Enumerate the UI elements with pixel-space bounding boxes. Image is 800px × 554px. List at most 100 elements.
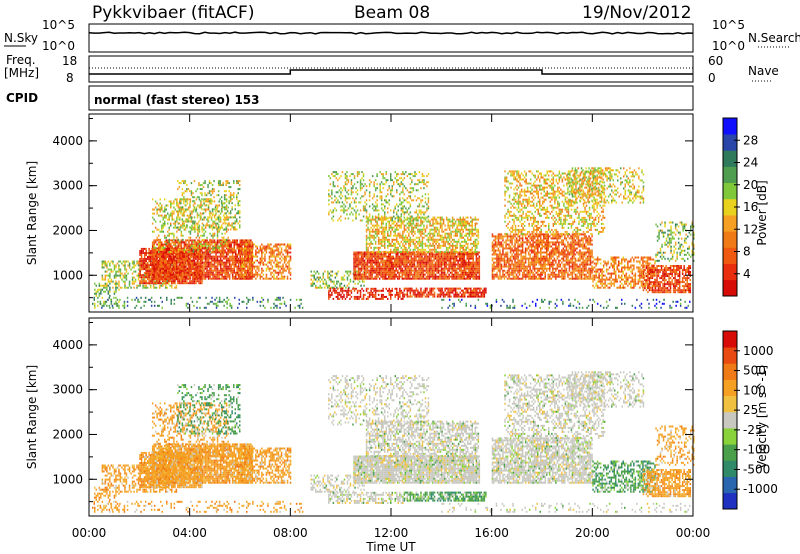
power-cell	[156, 210, 158, 213]
power-cell	[385, 271, 387, 274]
power-cell	[140, 282, 143, 285]
nsky-tick-bottom-left: 10^0	[42, 39, 75, 53]
power-cell	[186, 280, 188, 283]
power-cell	[221, 236, 223, 239]
power-cell	[368, 277, 370, 280]
power-cell	[162, 259, 164, 262]
power-cell	[365, 263, 367, 266]
power-cell	[401, 261, 404, 264]
power-cell	[213, 200, 216, 203]
power-cell	[400, 297, 403, 300]
power-cell	[361, 297, 363, 300]
power-cell	[159, 268, 161, 271]
power-cell	[252, 298, 254, 301]
power-cell	[189, 198, 192, 201]
power-cell	[206, 275, 208, 278]
power-cell	[404, 277, 407, 280]
power-cell	[228, 224, 230, 227]
power-cell	[167, 204, 169, 207]
power-cell	[115, 266, 117, 269]
power-cell	[219, 240, 222, 243]
power-cell	[149, 284, 152, 287]
power-cell	[245, 259, 247, 262]
power-cell	[125, 286, 128, 289]
power-cell	[204, 265, 207, 268]
power-cell	[221, 263, 223, 266]
power-cell	[371, 271, 373, 274]
power-cell	[208, 198, 211, 201]
power-cell	[124, 286, 126, 289]
power-cell	[249, 298, 251, 301]
power-cell	[327, 286, 329, 289]
power-cell	[188, 257, 190, 260]
power-cell	[183, 280, 185, 283]
power-cell	[173, 263, 175, 266]
power-cell	[433, 291, 436, 294]
power-cell	[362, 295, 365, 298]
power-cell	[236, 239, 238, 242]
power-cell	[439, 257, 441, 260]
power-cell	[255, 273, 257, 276]
power-cell	[418, 273, 420, 276]
power-cell	[270, 255, 272, 258]
power-cell	[186, 269, 189, 272]
power-cell	[144, 300, 147, 303]
power-cell	[418, 253, 420, 256]
power-cell	[418, 291, 421, 294]
power-cell	[447, 293, 449, 296]
power-cell	[380, 253, 382, 256]
power-cell	[259, 263, 262, 266]
power-cell	[118, 304, 120, 307]
power-cell	[103, 262, 105, 265]
power-cell	[200, 265, 202, 268]
power-cell	[449, 265, 452, 268]
power-cell	[223, 194, 226, 197]
power-cell	[189, 246, 192, 249]
power-cell	[452, 269, 455, 272]
power-cell	[221, 261, 223, 264]
power-cell	[236, 265, 238, 268]
power-cell	[195, 269, 198, 272]
power-cell	[440, 269, 443, 272]
power-cell	[279, 257, 281, 260]
power-cell	[214, 298, 216, 301]
power-cell	[247, 267, 249, 270]
power-cell	[237, 222, 239, 225]
power-cell	[371, 295, 374, 298]
power-cell	[421, 257, 423, 260]
power-cell	[457, 267, 459, 270]
power-cell	[151, 273, 154, 276]
power-cell	[409, 293, 412, 296]
power-cell	[153, 253, 155, 256]
power-cell	[205, 204, 208, 207]
power-cell	[247, 300, 249, 303]
power-cell	[188, 206, 190, 209]
power-cell	[394, 293, 396, 296]
power-cell	[209, 243, 211, 246]
power-cell	[213, 190, 215, 193]
power-cell	[227, 228, 229, 231]
power-cell	[158, 238, 160, 241]
power-cell	[93, 296, 95, 299]
power-cell	[168, 273, 170, 276]
power-cell	[201, 261, 204, 264]
power-cell	[431, 267, 434, 270]
power-cell	[113, 274, 116, 277]
power-cell	[382, 287, 384, 290]
power-cell	[180, 251, 183, 254]
power-cell	[241, 269, 243, 272]
power-cell	[176, 218, 178, 221]
power-cell	[397, 293, 399, 296]
power-cell	[162, 267, 164, 270]
power-cell	[154, 265, 157, 268]
power-cell	[217, 180, 220, 183]
power-cell	[372, 251, 375, 254]
power-cell	[377, 269, 379, 272]
power-cell	[228, 212, 230, 215]
power-cell	[362, 263, 364, 266]
power-cell	[204, 180, 206, 183]
power-cell	[465, 273, 467, 276]
power-cell	[219, 212, 222, 215]
power-cell	[336, 280, 338, 283]
power-cell	[198, 269, 201, 272]
